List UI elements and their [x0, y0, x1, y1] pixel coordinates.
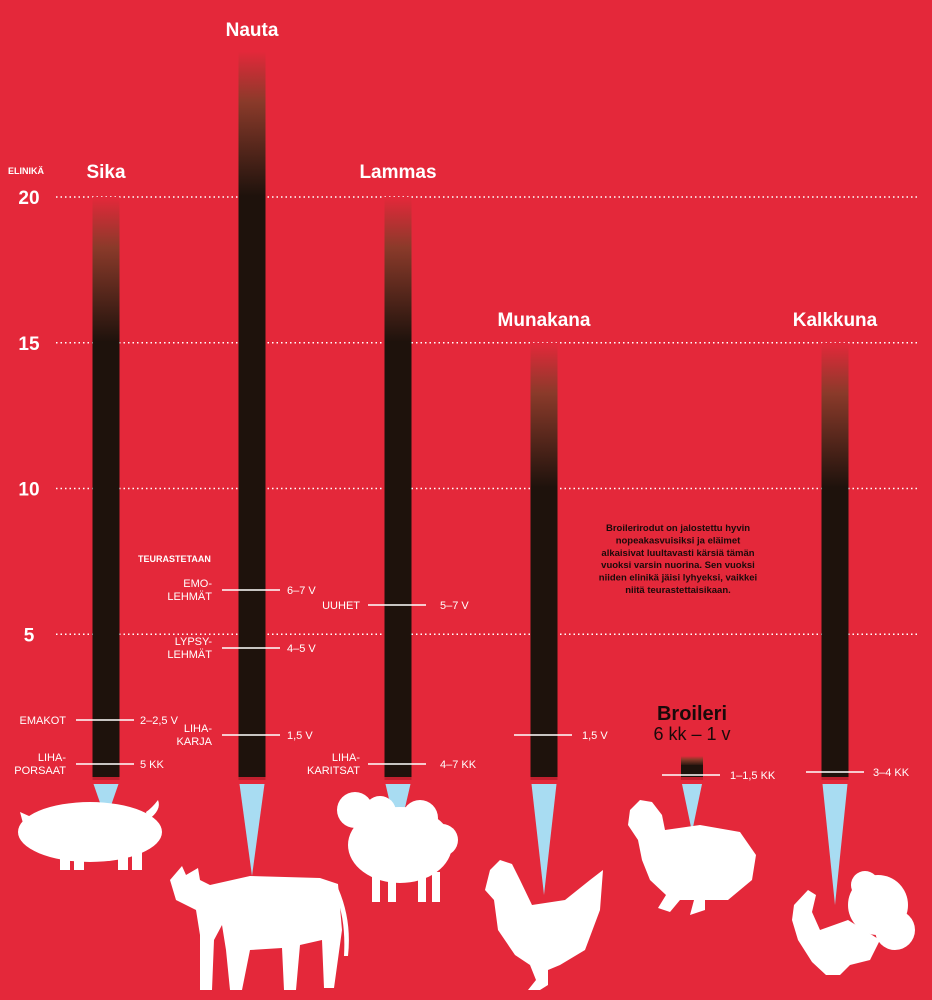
bar-fade-sika	[92, 197, 120, 342]
bar-munakana	[530, 487, 558, 780]
marker-age-label: 1–1,5 KK	[730, 770, 776, 782]
marker-age-label: 5 KK	[140, 759, 165, 771]
bar-sika	[92, 341, 120, 780]
y-tick-label: 20	[18, 188, 39, 209]
gridlines	[56, 196, 920, 635]
marker-age-label: 3–4 KK	[873, 767, 910, 779]
y-tick-label: 10	[18, 480, 39, 501]
marker-age-label: 6–7 V	[287, 585, 316, 597]
needle-broileri	[682, 784, 702, 832]
bar-base-nauta	[238, 777, 266, 780]
slaughter-markers	[76, 589, 864, 776]
animal-title-kalkkuna: Kalkkuna	[793, 310, 878, 331]
bar-lammas	[384, 341, 412, 780]
bar-fade-munakana	[530, 342, 558, 488]
broiler-icon	[628, 800, 756, 915]
marker-age-label: 1,5 V	[582, 730, 608, 742]
bar-base-munakana	[530, 777, 558, 780]
hen-icon	[485, 860, 603, 990]
bar-base-broileri	[681, 777, 703, 780]
bar-base-lammas	[384, 777, 412, 780]
pig-icon	[18, 800, 162, 870]
needle-munakana	[531, 784, 557, 895]
animal-title-munakana: Munakana	[498, 310, 591, 331]
animal-title-sika: Sika	[86, 162, 126, 183]
marker-age-label: 5–7 V	[440, 600, 469, 612]
animal-title-nauta: Nauta	[226, 20, 279, 41]
marker-group-label: LIHA-KARITSAT	[307, 752, 360, 777]
bar-base-kalkkuna	[821, 777, 849, 780]
turkey-icon	[792, 871, 915, 975]
bar-kalkkuna	[821, 487, 849, 780]
bar-base-sika	[92, 777, 120, 780]
bar-nauta	[238, 195, 266, 780]
marker-age-label: 4–7 KK	[440, 759, 477, 771]
bar-fade-lammas	[384, 197, 412, 342]
needle-sika	[93, 784, 119, 820]
y-tick-label: 5	[24, 625, 35, 646]
marker-group-label: UUHET	[322, 600, 360, 612]
marker-age-label: 1,5 V	[287, 730, 313, 742]
marker-age-label: 2–2,5 V	[140, 715, 179, 727]
cow-icon	[170, 866, 349, 990]
bar-broileri	[681, 765, 703, 780]
broiler-note: Broilerirodut on jalostettu hyvin nopeaka…	[599, 523, 757, 596]
labels: 20 15 10 5 ELINIKÄ Sika Nauta Lammas Munakana Kal…	[8, 20, 910, 782]
animal-title-lammas: Lammas	[359, 162, 436, 183]
marker-age-label: 4–5 V	[287, 643, 316, 655]
marker-group-label: LIHA-KARJA	[177, 723, 213, 748]
sheep-icon	[337, 792, 458, 902]
y-axis-title: ELINIKÄ	[8, 166, 45, 176]
section-title: TEURASTETAAN	[138, 554, 211, 564]
y-tick-label: 15	[18, 334, 40, 355]
bar-fade-nauta	[238, 51, 266, 197]
broiler-lifespan-range: 6 kk – 1 v	[653, 724, 730, 744]
bar-fade-kalkkuna	[821, 342, 849, 488]
marker-group-label: LYPSY-LEHMÄT	[167, 636, 212, 661]
needle-kalkkuna	[822, 784, 848, 905]
bar-fade-broileri	[681, 756, 703, 766]
bars	[92, 51, 849, 905]
marker-group-label: LIHA-PORSAAT	[14, 752, 66, 777]
broiler-title: Broileri	[657, 703, 727, 725]
animal-silhouettes	[18, 792, 915, 990]
needle-nauta	[239, 784, 265, 876]
marker-group-label: EMO-LEHMÄT	[167, 578, 212, 603]
marker-group-label: EMAKOT	[20, 715, 67, 727]
